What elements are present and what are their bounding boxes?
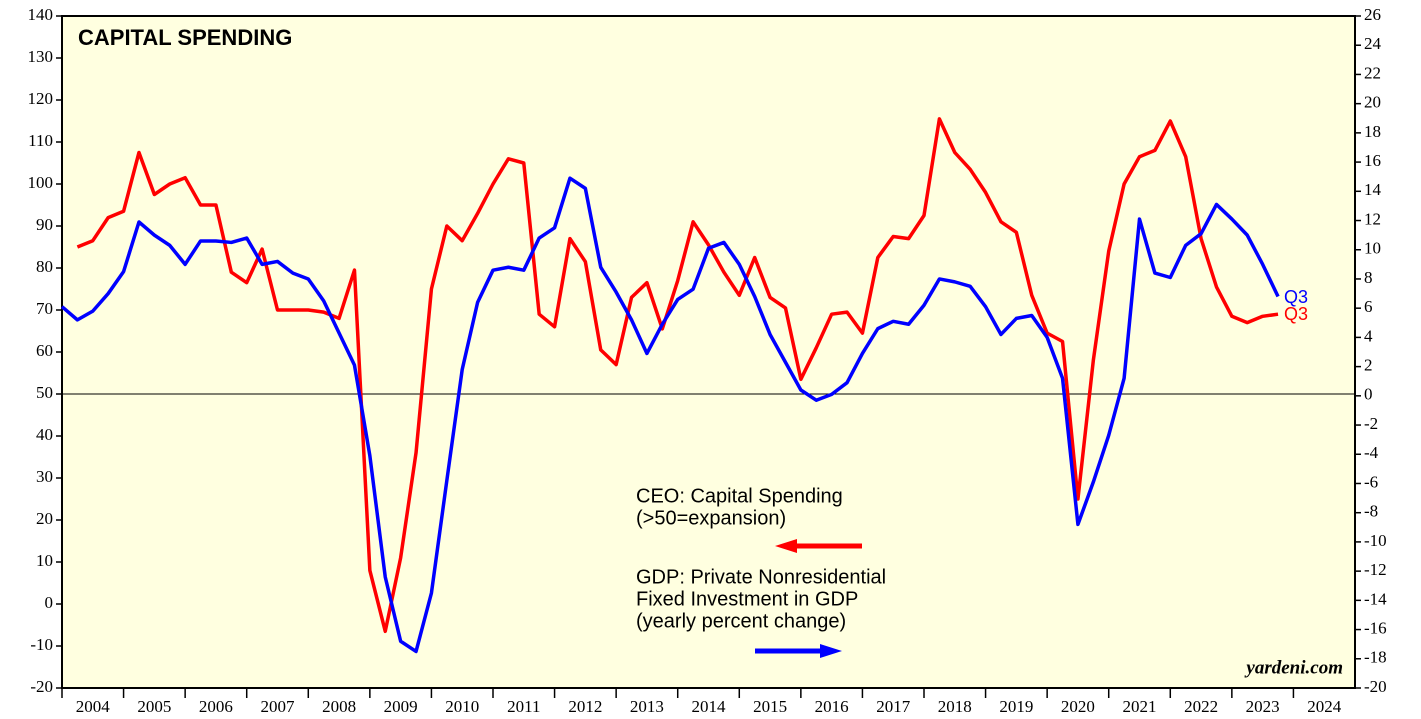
- x-tick-label: 2009: [384, 697, 418, 716]
- legend-arrow-head: [775, 539, 797, 553]
- y-tick-label: 30: [36, 467, 53, 486]
- y2-tick-label: -4: [1364, 443, 1379, 462]
- series-line: [76, 117, 1279, 634]
- x-tick-label: 2014: [692, 697, 727, 716]
- y2-tick-label: -8: [1364, 502, 1378, 521]
- legend-label: CEO: Capital Spending: [636, 485, 843, 507]
- y-tick-label: 20: [36, 509, 53, 528]
- y2-tick-label: 0: [1364, 385, 1373, 404]
- y2-tick-label: 14: [1364, 180, 1382, 199]
- x-tick-label: 2016: [815, 697, 849, 716]
- x-tick-label: 2017: [876, 697, 911, 716]
- y2-tick-label: -2: [1364, 414, 1378, 433]
- y2-tick-label: 12: [1364, 209, 1381, 228]
- x-tick-label: 2015: [753, 697, 787, 716]
- y-tick-label: 50: [36, 383, 53, 402]
- y2-tick-label: 20: [1364, 93, 1381, 112]
- x-tick-label: 2007: [261, 697, 296, 716]
- y-tick-label: 0: [45, 593, 54, 612]
- x-tick-label: 2022: [1184, 697, 1218, 716]
- y2-tick-label: 8: [1364, 268, 1373, 287]
- y2-tick-label: 24: [1364, 34, 1382, 53]
- x-tick-label: 2019: [999, 697, 1033, 716]
- end-label: Q3: [1284, 304, 1308, 324]
- y-tick-label: 80: [36, 257, 53, 276]
- y2-tick-label: 6: [1364, 297, 1373, 316]
- x-tick-label: 2023: [1246, 697, 1280, 716]
- y2-tick-label: 18: [1364, 122, 1381, 141]
- y-tick-label: 60: [36, 341, 53, 360]
- legend-label: (yearly percent change): [636, 610, 846, 632]
- y-tick-label: 130: [28, 47, 54, 66]
- y2-tick-label: 2: [1364, 356, 1373, 375]
- legend-label: Fixed Investment in GDP: [636, 588, 858, 610]
- y-tick-label: -10: [30, 635, 53, 654]
- y-tick-label: -20: [30, 677, 53, 696]
- y-tick-label: 40: [36, 425, 53, 444]
- y2-tick-label: 10: [1364, 239, 1381, 258]
- legend-arrow-head: [820, 644, 842, 658]
- y2-tick-label: -14: [1364, 589, 1387, 608]
- x-tick-label: 2024: [1307, 697, 1342, 716]
- y2-tick-label: 22: [1364, 63, 1381, 82]
- y-tick-label: 10: [36, 551, 53, 570]
- y2-tick-label: -20: [1364, 677, 1387, 696]
- x-tick-label: 2013: [630, 697, 664, 716]
- legend-label: (>50=expansion): [636, 507, 786, 529]
- plot-area: [61, 15, 1356, 689]
- y2-tick-label: 16: [1364, 151, 1381, 170]
- y2-tick-label: 26: [1364, 5, 1381, 24]
- y2-tick-label: -16: [1364, 618, 1387, 637]
- legend-label: GDP: Private Nonresidential: [636, 566, 886, 588]
- x-tick-label: 2021: [1123, 697, 1157, 716]
- x-tick-label: 2006: [199, 697, 233, 716]
- source: yardeni.com: [1244, 657, 1343, 678]
- x-tick-label: 2008: [322, 697, 356, 716]
- x-tick-label: 2012: [568, 697, 602, 716]
- y2-tick-label: -10: [1364, 531, 1387, 550]
- x-tick-label: 2010: [445, 697, 479, 716]
- y-tick-label: 100: [28, 173, 54, 192]
- y-tick-label: 140: [28, 5, 54, 24]
- y2-tick-label: -12: [1364, 560, 1387, 579]
- x-tick-label: 2011: [507, 697, 540, 716]
- chart-title: CAPITAL SPENDING: [78, 25, 292, 50]
- end-label: Q3: [1284, 287, 1308, 307]
- x-tick-label: 2018: [938, 697, 972, 716]
- y-tick-label: 90: [36, 215, 53, 234]
- x-tick-label: 2020: [1061, 697, 1095, 716]
- y-tick-label: 110: [28, 131, 53, 150]
- x-tick-label: 2004: [76, 697, 111, 716]
- y2-tick-label: 4: [1364, 326, 1373, 345]
- series-line: [60, 176, 1280, 654]
- y-tick-label: 120: [28, 89, 54, 108]
- y-tick-label: 70: [36, 299, 53, 318]
- y2-tick-label: -18: [1364, 648, 1387, 667]
- x-tick-label: 2005: [137, 697, 171, 716]
- y2-tick-label: -6: [1364, 472, 1378, 491]
